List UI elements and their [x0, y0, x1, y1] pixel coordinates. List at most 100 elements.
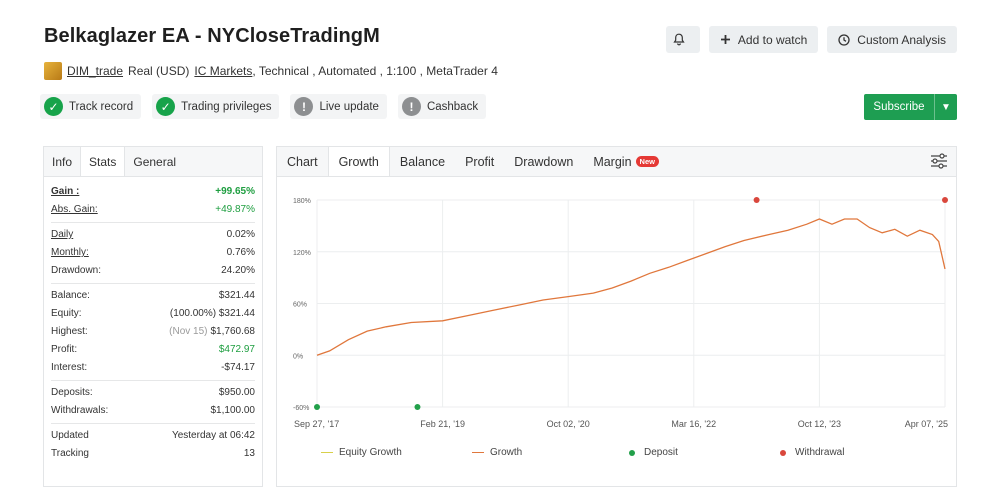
check-icon: ✓	[156, 97, 176, 116]
stat-label[interactable]: Abs. Gain:	[51, 204, 98, 215]
y-tick-label: 60%	[293, 302, 307, 309]
bell-icon	[673, 33, 686, 46]
tab-balance[interactable]: Balance	[399, 154, 446, 169]
stat-daily: Daily 0.02%	[51, 226, 255, 244]
legend-label: Growth	[490, 447, 523, 458]
deposit-marker	[414, 404, 421, 410]
legend-growth[interactable]: Growth	[472, 447, 522, 458]
tab-growth[interactable]: Growth	[327, 147, 390, 176]
x-tick-label: Sep 27, '17	[294, 419, 339, 429]
stat-highest: Highest: (Nov 15) $1,760.68	[51, 323, 255, 341]
y-tick-label: 0%	[293, 353, 303, 360]
exclamation-icon: !	[294, 97, 314, 116]
stat-label[interactable]: Daily	[51, 229, 74, 240]
tab-stats[interactable]: Stats	[80, 147, 126, 176]
growth-chart[interactable]: 180% 120% 60% 0% -60% Sep 27, '17 Feb 21, '19 O…	[277, 177, 956, 447]
stat-drawdown: Drawdown: 24.20%	[51, 262, 255, 280]
info-panel: Info Stats General Gain : +99.65% Abs. Ga…	[43, 146, 263, 487]
legend-deposit[interactable]: Deposit	[629, 447, 678, 458]
notification-button[interactable]	[665, 26, 700, 53]
legend-label: Equity Growth	[339, 447, 402, 458]
legend-withdrawal[interactable]: Withdrawal	[780, 447, 844, 458]
legend-label: Withdrawal	[795, 447, 845, 458]
x-tick-label: Apr 07, '25	[905, 419, 948, 429]
badge-label: Live update	[319, 100, 379, 113]
stat-label: Deposits:	[51, 387, 93, 398]
chart-tabs: Chart Growth Balance Profit Drawdown Mar…	[277, 147, 956, 177]
custom-analysis-button[interactable]: Custom Analysis	[827, 26, 957, 53]
badge-cashback: ! Cashback	[397, 94, 487, 119]
user-link[interactable]: DIM_trade	[67, 64, 124, 78]
legend-label: Deposit	[644, 447, 678, 458]
stat-interest: Interest: -$74.17	[51, 359, 255, 377]
stat-tracking: Tracking 13	[51, 445, 255, 463]
clock-icon	[838, 33, 850, 46]
highest-value: $1,760.68	[210, 326, 256, 337]
stat-label: Interest:	[51, 362, 88, 373]
highest-date: (Nov 15)	[169, 326, 208, 337]
tab-margin-label: Margin	[593, 154, 632, 169]
badge-track-record: ✓ Track record	[40, 94, 142, 119]
stat-value: $472.97	[218, 344, 255, 355]
add-to-watch-button[interactable]: Add to watch	[708, 26, 819, 53]
stat-value: +99.65%	[215, 186, 255, 197]
top-actions: Add to watch Custom Analysis	[665, 26, 957, 53]
avatar	[44, 62, 62, 80]
stat-balance: Balance: $321.44	[51, 287, 255, 305]
withdrawal-marker	[753, 197, 760, 203]
new-badge: New	[635, 156, 659, 167]
stat-label: Drawdown:	[51, 265, 102, 276]
stat-label: Profit:	[51, 344, 78, 355]
account-details: , Technical , Automated , 1:100 , MetaTr…	[252, 64, 498, 78]
stat-label: Equity:	[51, 308, 82, 319]
broker-link[interactable]: IC Markets	[194, 64, 253, 78]
legend-swatch	[629, 449, 635, 456]
page-title: Belkaglazer EA - NYCloseTradingM	[44, 25, 380, 47]
badge-label: Cashback	[426, 100, 479, 113]
stat-label[interactable]: Monthly:	[51, 247, 89, 258]
tab-margin[interactable]: Margin New	[583, 147, 669, 176]
badge-label: Track record	[69, 100, 134, 113]
custom-analysis-label: Custom Analysis	[857, 32, 946, 47]
tab-general[interactable]: General	[133, 155, 177, 169]
tab-info[interactable]: Info	[52, 155, 73, 169]
legend-swatch	[472, 452, 484, 453]
account-meta: DIM_trade Real (USD) IC Markets , Techni…	[44, 62, 503, 80]
verification-badges: ✓ Track record ✓ Trading privileges ! Li…	[40, 94, 487, 119]
stat-monthly: Monthly: 0.76%	[51, 244, 255, 262]
x-tick-label: Mar 16, '22	[671, 419, 716, 429]
tab-drawdown[interactable]: Drawdown	[514, 154, 574, 169]
stat-value: 24.20%	[221, 265, 255, 276]
tab-chart[interactable]: Chart	[287, 154, 318, 169]
stat-label: Tracking	[51, 448, 89, 459]
stat-label: Balance:	[51, 290, 90, 301]
stat-value: $1,100.00	[210, 405, 256, 416]
withdrawal-marker	[942, 197, 948, 203]
stat-gain: Gain : +99.65%	[51, 183, 255, 201]
stats-list: Gain : +99.65% Abs. Gain: +49.87% Daily 0.0…	[44, 177, 262, 466]
stat-deposits: Deposits: $950.00	[51, 384, 255, 402]
stat-value: -$74.17	[221, 362, 255, 373]
stat-profit: Profit: $472.97	[51, 341, 255, 359]
settings-sliders-icon[interactable]	[930, 153, 948, 169]
subscribe-button[interactable]: Subscribe ▼	[864, 94, 957, 120]
chevron-down-icon[interactable]: ▼	[941, 101, 951, 113]
stat-value: 0.02%	[226, 229, 255, 240]
stat-label: Highest:	[51, 326, 88, 337]
y-tick-label: -60%	[293, 405, 309, 412]
stat-label[interactable]: Gain :	[51, 186, 80, 197]
stat-withdrawals: Withdrawals: $1,100.00	[51, 402, 255, 420]
check-icon: ✓	[44, 97, 63, 116]
badge-label: Trading privileges	[181, 100, 272, 113]
deposit-marker	[314, 404, 320, 410]
stat-value: $950.00	[218, 387, 255, 398]
badge-live-update: ! Live update	[290, 94, 387, 119]
plus-icon	[720, 35, 730, 44]
chart-panel: Chart Growth Balance Profit Drawdown Mar…	[276, 146, 957, 487]
x-tick-label: Oct 02, '20	[547, 419, 590, 429]
tab-profit[interactable]: Profit	[465, 154, 495, 169]
badge-trading-privileges: ✓ Trading privileges	[152, 94, 280, 119]
legend-equity-growth[interactable]: Equity Growth	[321, 447, 402, 458]
stat-value: Yesterday at 06:42	[171, 430, 255, 441]
stat-abs-gain: Abs. Gain: +49.87%	[51, 201, 255, 219]
